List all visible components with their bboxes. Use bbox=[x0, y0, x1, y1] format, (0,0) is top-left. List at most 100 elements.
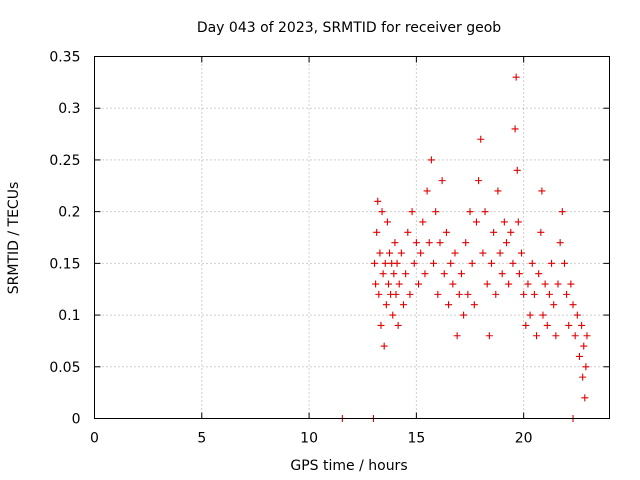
data-point bbox=[556, 239, 564, 247]
data-point bbox=[425, 239, 433, 247]
data-point bbox=[408, 208, 416, 216]
data-point bbox=[571, 332, 579, 340]
data-point bbox=[567, 280, 575, 288]
data-point bbox=[391, 239, 399, 247]
data-point bbox=[541, 280, 549, 288]
data-point bbox=[563, 290, 571, 298]
y-tick-label: 0.3 bbox=[58, 101, 80, 117]
data-point bbox=[378, 208, 386, 216]
data-point bbox=[412, 239, 420, 247]
data-point bbox=[565, 321, 573, 329]
data-point bbox=[374, 197, 382, 205]
data-point bbox=[554, 280, 562, 288]
data-point bbox=[500, 218, 508, 226]
y-tick-label: 0.25 bbox=[49, 153, 80, 169]
data-point bbox=[558, 208, 566, 216]
data-point bbox=[507, 228, 515, 236]
data-point bbox=[535, 270, 543, 278]
y-tick-label: 0.1 bbox=[58, 308, 80, 324]
y-tick-label: 0.15 bbox=[49, 256, 80, 272]
x-tick-label: 10 bbox=[300, 431, 318, 447]
data-point bbox=[449, 280, 457, 288]
data-point bbox=[457, 270, 465, 278]
data-point bbox=[371, 259, 379, 267]
x-tick-label: 5 bbox=[197, 431, 206, 447]
data-point bbox=[575, 352, 583, 360]
data-point bbox=[436, 239, 444, 247]
data-point bbox=[373, 228, 381, 236]
data-point bbox=[376, 249, 384, 257]
data-point bbox=[468, 259, 476, 267]
data-point bbox=[386, 249, 394, 257]
data-point bbox=[492, 290, 500, 298]
data-point bbox=[505, 280, 513, 288]
plot-frame bbox=[94, 56, 610, 419]
data-point bbox=[419, 218, 427, 226]
data-point bbox=[375, 290, 383, 298]
data-point bbox=[460, 311, 468, 319]
data-point bbox=[533, 332, 541, 340]
data-point bbox=[423, 187, 431, 195]
data-point bbox=[397, 249, 405, 257]
y-tick-label: 0.05 bbox=[49, 360, 80, 376]
data-point bbox=[415, 280, 423, 288]
data-point bbox=[481, 208, 489, 216]
data-point bbox=[526, 311, 534, 319]
grid-lines bbox=[94, 56, 610, 419]
data-point bbox=[455, 290, 463, 298]
data-point bbox=[490, 228, 498, 236]
data-point bbox=[511, 125, 519, 133]
data-point bbox=[537, 228, 545, 236]
data-point bbox=[479, 249, 487, 257]
data-point bbox=[395, 280, 403, 288]
data-points bbox=[338, 73, 591, 422]
data-point bbox=[509, 259, 517, 267]
data-point bbox=[548, 259, 556, 267]
data-point bbox=[427, 156, 435, 164]
data-point bbox=[389, 311, 397, 319]
data-point bbox=[438, 177, 446, 185]
data-point bbox=[579, 373, 587, 381]
data-point bbox=[583, 332, 591, 340]
data-point bbox=[472, 218, 480, 226]
data-point bbox=[380, 342, 388, 350]
data-point bbox=[477, 135, 485, 143]
data-point bbox=[485, 332, 493, 340]
data-point bbox=[453, 332, 461, 340]
data-point bbox=[543, 321, 551, 329]
data-point bbox=[445, 301, 453, 309]
data-point bbox=[550, 301, 558, 309]
data-point bbox=[390, 270, 398, 278]
data-point bbox=[421, 270, 429, 278]
data-point bbox=[512, 73, 520, 81]
data-point bbox=[538, 187, 546, 195]
data-point bbox=[513, 166, 521, 174]
data-point bbox=[496, 249, 504, 257]
data-point bbox=[393, 259, 401, 267]
data-point bbox=[580, 342, 588, 350]
x-tick-label: 20 bbox=[515, 431, 533, 447]
data-point bbox=[377, 321, 385, 329]
data-point bbox=[383, 218, 391, 226]
data-point bbox=[406, 290, 414, 298]
data-point bbox=[470, 301, 478, 309]
data-point bbox=[560, 259, 568, 267]
data-point bbox=[402, 270, 410, 278]
data-point bbox=[573, 311, 581, 319]
data-point bbox=[522, 321, 530, 329]
data-point bbox=[528, 259, 536, 267]
axis-ticks: 0 0.05 0.1 0.15 0.2 0.25 0.3 0.35 0 5 10 15 20 bbox=[49, 50, 610, 447]
x-axis-title: GPS time / hours bbox=[290, 458, 407, 474]
x-tick-label: 0 bbox=[90, 431, 99, 447]
data-point bbox=[475, 177, 483, 185]
data-point bbox=[447, 259, 455, 267]
data-point bbox=[400, 301, 407, 309]
data-point bbox=[384, 280, 392, 288]
data-point bbox=[552, 332, 560, 340]
data-point bbox=[578, 321, 586, 329]
chart-title: Day 043 of 2023, SRMTID for receiver geo… bbox=[197, 20, 501, 36]
data-point bbox=[382, 301, 390, 309]
x-tick-label: 15 bbox=[407, 431, 425, 447]
data-point bbox=[515, 270, 523, 278]
